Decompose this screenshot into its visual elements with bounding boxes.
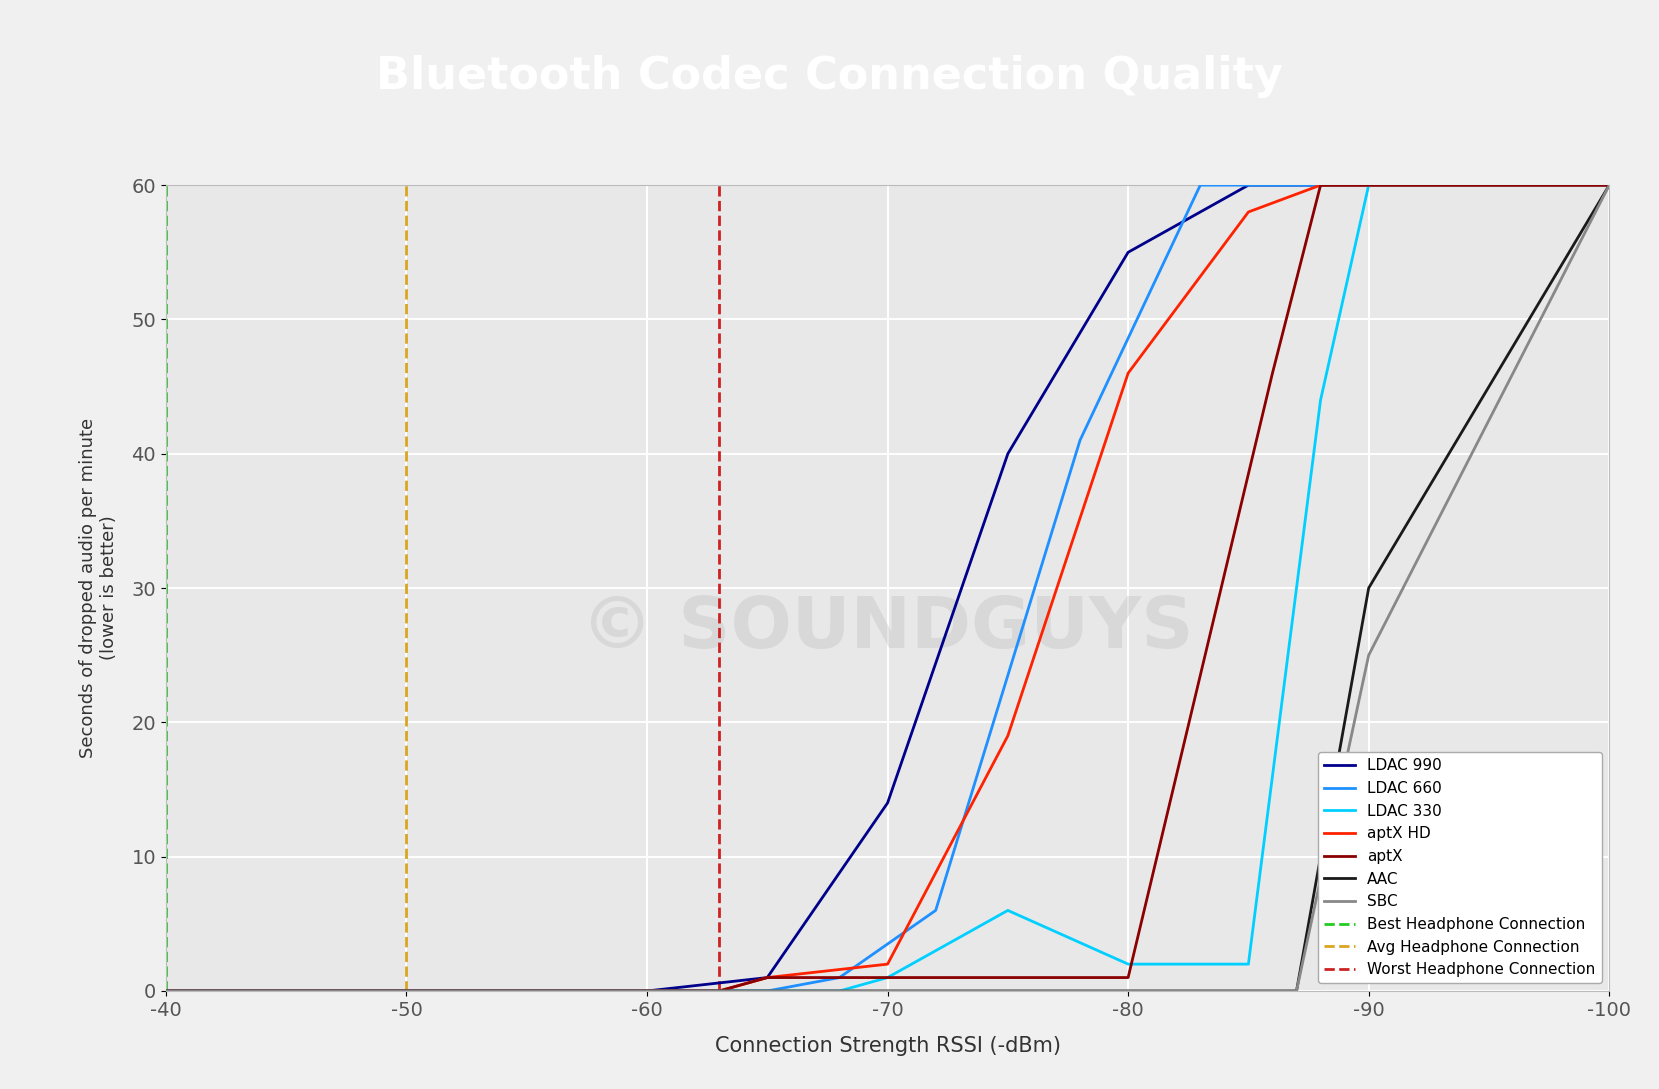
X-axis label: Connection Strength RSSI (-dBm): Connection Strength RSSI (-dBm) — [715, 1037, 1060, 1056]
Y-axis label: Seconds of dropped audio per minute
(lower is better): Seconds of dropped audio per minute (low… — [78, 418, 118, 758]
Text: Bluetooth Codec Connection Quality: Bluetooth Codec Connection Quality — [377, 54, 1282, 98]
Legend: LDAC 990, LDAC 660, LDAC 330, aptX HD, aptX, AAC, SBC, Best Headphone Connection: LDAC 990, LDAC 660, LDAC 330, aptX HD, a… — [1319, 752, 1601, 983]
Text: © SOUNDGUYS: © SOUNDGUYS — [581, 594, 1194, 663]
